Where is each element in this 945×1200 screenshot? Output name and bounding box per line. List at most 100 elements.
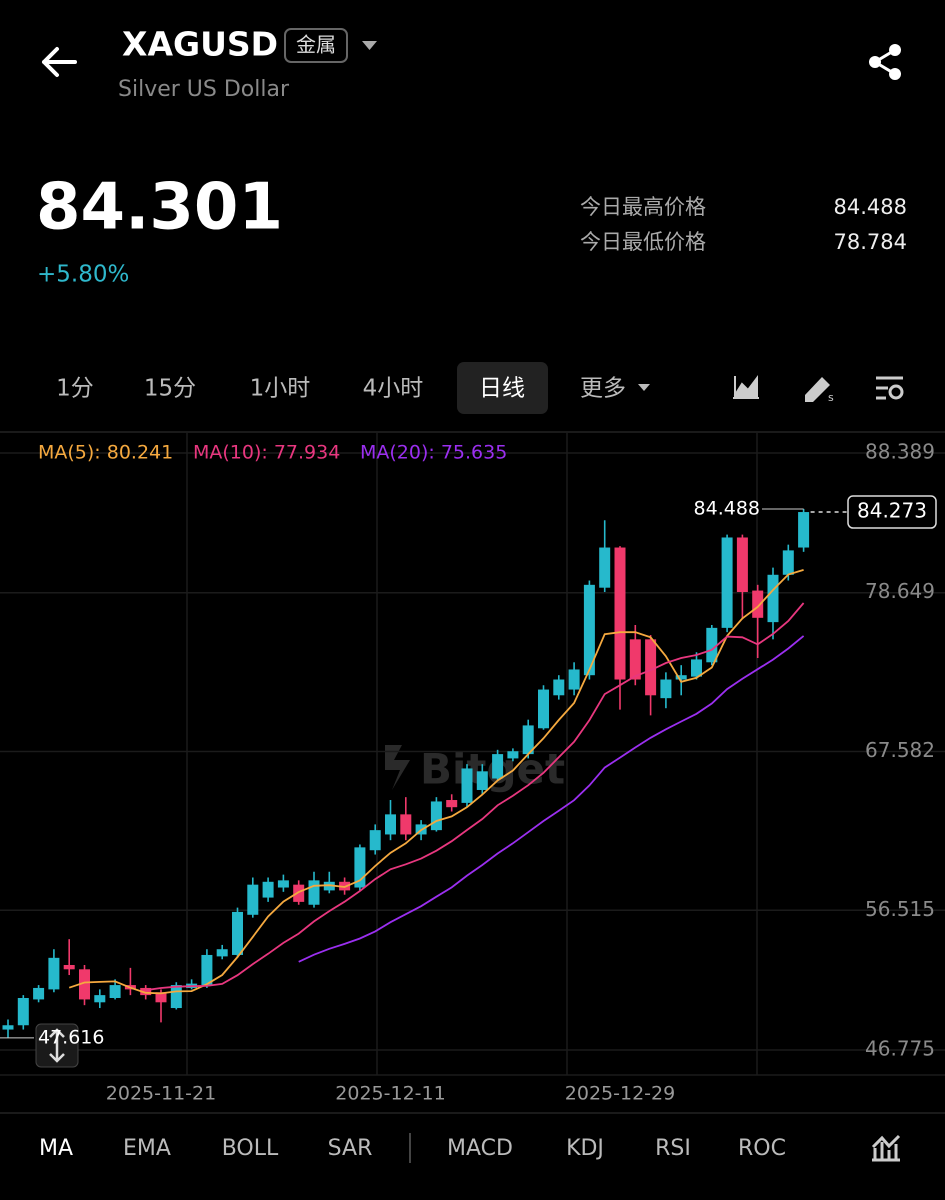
watermark-logo: [385, 745, 410, 790]
indicator-tab[interactable]: BOLL: [222, 1136, 279, 1161]
draw-button[interactable]: s: [805, 377, 834, 404]
timeframe-tab[interactable]: 更多: [580, 376, 626, 402]
indicator-tab[interactable]: ROC: [738, 1136, 786, 1161]
candle-body: [691, 659, 702, 677]
candle-body: [400, 814, 412, 835]
candle-body: [507, 751, 519, 759]
min-label: 47.616: [38, 1026, 104, 1048]
chart-type-button[interactable]: [733, 375, 759, 399]
candle-body: [293, 884, 305, 902]
vertical-grid: [186, 433, 758, 1075]
plot: [0, 452, 945, 1051]
last-price-box: [847, 495, 937, 529]
candle-body: [476, 771, 488, 790]
candle-body: [706, 627, 718, 663]
candle-body: [109, 985, 121, 998]
ma-line: [298, 635, 805, 963]
candle-body: [461, 768, 473, 803]
indicator-tab[interactable]: MACD: [447, 1136, 513, 1161]
low-label: 今日最低价格: [580, 230, 706, 254]
candle-body: [216, 949, 228, 957]
indicator-tab[interactable]: RSI: [655, 1136, 691, 1161]
ma-line: [68, 569, 804, 995]
last-price: 84.301: [36, 171, 283, 245]
candle-body: [446, 800, 458, 808]
x-tick-label: 2025-12-11: [335, 1083, 445, 1105]
legend-entry: MA(5): 80.241: [38, 442, 173, 464]
y-tick-label: 56.515: [865, 897, 935, 921]
timeframe-tab[interactable]: 1分: [56, 376, 94, 402]
candle-body: [568, 669, 580, 690]
candle-body: [155, 992, 167, 1003]
indicator-tab[interactable]: KDJ: [566, 1136, 604, 1161]
subtitle: Silver US Dollar: [118, 77, 290, 102]
symbol: XAGUSD: [122, 25, 278, 64]
candle-body: [247, 884, 259, 915]
active-tab-bg: [457, 362, 548, 414]
candle-body: [140, 987, 152, 996]
candle-body: [94, 995, 106, 1003]
candle-body: [767, 574, 779, 623]
timeframe-tab[interactable]: 15分: [144, 376, 196, 402]
candle-body: [675, 675, 687, 680]
indicator-tab[interactable]: SAR: [328, 1136, 373, 1161]
y-tick-label: 88.389: [865, 440, 935, 464]
indicator-settings[interactable]: [871, 1134, 901, 1162]
symbol-dropdown[interactable]: [362, 41, 377, 50]
candle-body: [232, 911, 243, 955]
timeframe-tab[interactable]: 日线: [479, 376, 525, 402]
candle-body: [660, 679, 672, 699]
candle-body: [583, 584, 595, 676]
candle-body: [385, 814, 396, 835]
candle-body: [201, 954, 213, 986]
ma-line: [145, 602, 805, 992]
candle-body: [614, 547, 626, 680]
y-tick-label: 67.582: [865, 738, 935, 762]
scroll-button[interactable]: [35, 1023, 79, 1068]
legend-entry: MA(10): 77.934: [193, 442, 340, 464]
timeframe-tab[interactable]: 4小时: [363, 376, 424, 402]
candle-body: [629, 639, 641, 680]
high-label: 今日最高价格: [580, 195, 706, 219]
settings-icon-gear: [888, 384, 904, 400]
candle-body: [63, 964, 75, 970]
candle-body: [2, 1025, 14, 1030]
share-button[interactable]: [869, 44, 901, 80]
badge: 金属: [296, 33, 336, 57]
scroll-icon: [49, 1028, 65, 1063]
y-tick-label: 78.649: [865, 579, 935, 603]
candle-body: [262, 881, 274, 898]
indicator-tab[interactable]: EMA: [123, 1136, 171, 1161]
back-button[interactable]: [42, 47, 77, 77]
settings-icon: [876, 376, 903, 400]
candle-body: [369, 830, 381, 851]
candle-body: [736, 537, 748, 592]
candle-body: [599, 547, 611, 588]
candle-body: [492, 754, 504, 779]
candle-body: [33, 987, 45, 1000]
candle-body: [354, 847, 366, 888]
timeframe-tab[interactable]: 1小时: [250, 376, 311, 402]
max-label: 84.488: [694, 497, 760, 519]
badge-frame: [284, 28, 348, 63]
draw-icon-s: s: [828, 391, 834, 404]
last-price-label: 84.273: [857, 499, 927, 523]
candle-body: [48, 957, 60, 990]
indicator-tab[interactable]: MA: [39, 1136, 73, 1161]
candle-body: [721, 537, 733, 628]
candle-body: [170, 985, 182, 1009]
more-dropdown[interactable]: [638, 384, 650, 391]
y-tick-label: 46.775: [865, 1037, 935, 1061]
candle-body: [538, 689, 549, 729]
settings-button[interactable]: [876, 376, 904, 400]
price-change: +5.80%: [37, 262, 129, 288]
back-arrow: [42, 47, 77, 77]
draw-icon: [805, 377, 830, 402]
candle-body: [522, 725, 534, 755]
candle-body: [782, 550, 794, 575]
candle-body: [430, 801, 442, 831]
share-link: [874, 48, 896, 76]
low-value: 78.784: [834, 230, 907, 254]
